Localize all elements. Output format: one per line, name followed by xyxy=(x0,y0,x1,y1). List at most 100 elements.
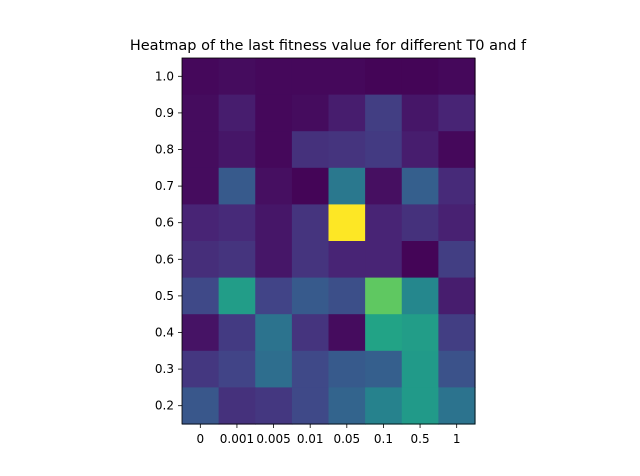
y-tick-label: 0.5 xyxy=(155,289,174,303)
heatmap-cell xyxy=(328,94,366,132)
heatmap-cell xyxy=(401,58,439,96)
heatmap-cell xyxy=(401,94,439,132)
heatmap-cell xyxy=(365,314,403,352)
heatmap-cell xyxy=(218,387,256,425)
x-tick-label: 0.05 xyxy=(333,432,360,446)
heatmap-cell xyxy=(291,350,330,388)
axes-border xyxy=(181,57,476,425)
x-tick-label: 0.01 xyxy=(297,432,324,446)
heatmap-cell xyxy=(291,204,330,242)
heatmap-cell xyxy=(401,204,439,242)
heatmap-cell xyxy=(182,94,220,132)
heatmap-cell xyxy=(328,277,366,315)
heatmap-cell xyxy=(365,241,403,279)
heatmap-cell xyxy=(255,131,293,169)
heatmap-cell xyxy=(365,167,403,205)
heatmap-cell xyxy=(401,350,439,388)
heatmap-cell xyxy=(291,314,330,352)
heatmap-cell xyxy=(401,241,439,279)
heatmap-cell xyxy=(255,350,293,388)
heatmap-cell xyxy=(438,387,476,425)
heatmap-cell xyxy=(438,277,476,315)
heatmap-cell xyxy=(291,387,330,425)
y-tick-label: 0.8 xyxy=(155,143,174,157)
heatmap-cell xyxy=(401,387,439,425)
heatmap-cell xyxy=(218,350,256,388)
heatmap-cell xyxy=(218,94,256,132)
heatmap-cell xyxy=(218,241,256,279)
heatmap-cell xyxy=(328,387,366,425)
heatmap-cell xyxy=(438,58,476,96)
heatmap-cell xyxy=(401,167,439,205)
heatmap-cell xyxy=(401,314,439,352)
y-axis-ticks: 1.0 0.9 0.8 0.7 0.6 0.6 0.5 0.4 0.3 0.2 xyxy=(155,69,182,413)
heatmap-cell xyxy=(438,241,476,279)
y-tick-label: 0.6 xyxy=(155,216,174,230)
heatmap-cell xyxy=(218,58,256,96)
heatmap-cell xyxy=(182,350,220,388)
heatmap-cell xyxy=(365,350,403,388)
heatmap-cell xyxy=(182,241,220,279)
heatmap-cell xyxy=(255,94,293,132)
heatmap-cell xyxy=(182,58,220,96)
heatmap-cell xyxy=(328,204,366,242)
x-tick-label: 0.005 xyxy=(256,432,290,446)
axes-frame xyxy=(181,57,476,425)
heatmap-cell xyxy=(291,131,330,169)
heatmap-cell xyxy=(365,58,403,96)
heatmap-cell xyxy=(365,277,403,315)
heatmap-cell xyxy=(438,314,476,352)
heatmap-cell xyxy=(365,94,403,132)
heatmap-cell xyxy=(255,241,293,279)
heatmap-cell xyxy=(182,314,220,352)
heatmap-cell xyxy=(328,58,366,96)
x-axis-ticks: 0 0.001 0.005 0.01 0.05 0.1 0.5 1 xyxy=(196,424,461,446)
heatmap-cell xyxy=(255,314,293,352)
heatmap-cell xyxy=(255,387,293,425)
heatmap-cell xyxy=(438,131,476,169)
heatmap-cell xyxy=(291,167,330,205)
heatmap-cell xyxy=(365,387,403,425)
y-tick-label: 0.3 xyxy=(155,362,174,376)
y-tick-label: 0.7 xyxy=(155,179,174,193)
y-tick-label: 0.9 xyxy=(155,106,174,120)
x-tick-label: 1 xyxy=(453,432,461,446)
heatmap-cell xyxy=(255,204,293,242)
x-tick-label: 0 xyxy=(196,432,204,446)
heatmap-cell xyxy=(182,204,220,242)
heatmap-cell xyxy=(218,131,256,169)
y-tick-label: 0.2 xyxy=(155,399,174,413)
heatmap-cell xyxy=(182,277,220,315)
heatmap-cell xyxy=(438,167,476,205)
chart-title: Heatmap of the last fitness value for di… xyxy=(130,38,527,54)
heatmap-cell xyxy=(218,314,256,352)
y-tick-label: 0.6 xyxy=(155,252,174,266)
heatmap-cell xyxy=(291,94,330,132)
heatmap-cell xyxy=(291,58,330,96)
heatmap-cell xyxy=(438,204,476,242)
heatmap-cell xyxy=(401,131,439,169)
heatmap-cell xyxy=(365,131,403,169)
y-tick-label: 1.0 xyxy=(155,69,174,83)
heatmap-cell xyxy=(328,167,366,205)
heatmap-cell xyxy=(182,387,220,425)
heatmap-cell xyxy=(218,277,256,315)
y-tick-label: 0.4 xyxy=(155,326,174,340)
heatmap-cell xyxy=(182,131,220,169)
heatmap-cell xyxy=(291,241,330,279)
heatmap-cell xyxy=(255,58,293,96)
heatmap-cell xyxy=(291,277,330,315)
heatmap-cell xyxy=(218,167,256,205)
x-tick-label: 0.5 xyxy=(411,432,430,446)
heatmap-cells xyxy=(182,58,476,425)
x-tick-label: 0.1 xyxy=(374,432,393,446)
heatmap-cell xyxy=(365,204,403,242)
heatmap-cell xyxy=(218,204,256,242)
heatmap-cell xyxy=(328,314,366,352)
x-tick-label: 0.001 xyxy=(220,432,254,446)
heatmap-cell xyxy=(438,350,476,388)
heatmap-cell xyxy=(328,131,366,169)
heatmap-cell xyxy=(255,167,293,205)
heatmap-cell xyxy=(401,277,439,315)
